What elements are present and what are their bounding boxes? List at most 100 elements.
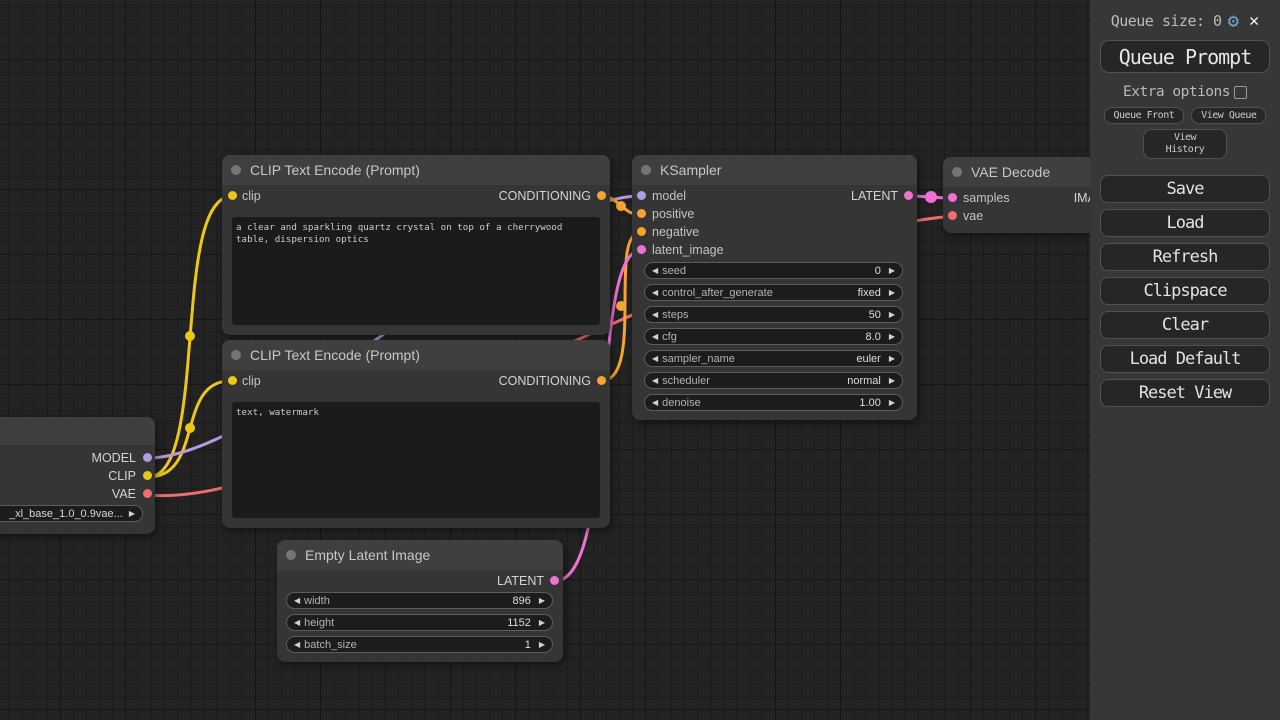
- prompt-textarea[interactable]: text, watermark: [232, 402, 600, 518]
- clip-output-slot[interactable]: [143, 471, 152, 480]
- decrement-arrow-icon[interactable]: ◀: [652, 397, 659, 407]
- scheduler-widget[interactable]: ◀ scheduler normal ▶: [644, 372, 903, 389]
- decrement-arrow-icon[interactable]: ◀: [294, 617, 301, 627]
- link-dot[interactable]: [616, 201, 626, 211]
- seed-widget[interactable]: ◀ seed 0 ▶: [644, 262, 903, 279]
- node-empty-latent-image[interactable]: Empty Latent Image LATENT ◀ width 896 ▶ …: [277, 540, 563, 662]
- decrement-arrow-icon[interactable]: ◀: [652, 353, 659, 363]
- node-title: Empty Latent Image: [305, 547, 431, 563]
- decrement-arrow-icon[interactable]: ◀: [652, 375, 659, 385]
- node-title-bar[interactable]: CLIP Text Encode (Prompt): [222, 155, 610, 185]
- queue-prompt-button[interactable]: Queue Prompt: [1100, 40, 1270, 73]
- clipspace-button[interactable]: Clipspace: [1100, 277, 1270, 305]
- conditioning-output-slot[interactable]: [597, 191, 606, 200]
- node-title: CLIP Text Encode (Prompt): [250, 162, 420, 178]
- sampler-name-widget[interactable]: ◀ sampler_name euler ▶: [644, 350, 903, 367]
- node-load-checkpoint[interactable]: MODEL CLIP VAE _xl_base_1.0_0.9vae... ▶: [0, 417, 155, 534]
- vae-input-slot[interactable]: [948, 211, 957, 220]
- queue-size-label: Queue size: 0: [1110, 12, 1222, 30]
- clip-output-label: CLIP: [108, 469, 136, 483]
- reset-view-button[interactable]: Reset View: [1100, 379, 1270, 407]
- decrement-arrow-icon[interactable]: ◀: [652, 287, 659, 297]
- collapse-dot-icon[interactable]: [286, 550, 296, 560]
- node-title-bar[interactable]: [0, 417, 155, 445]
- increment-arrow-icon[interactable]: ▶: [888, 309, 895, 319]
- comfy-menu: Queue size: 0 ⚙ ✕ Queue Prompt Extra opt…: [1090, 0, 1280, 720]
- increment-arrow-icon[interactable]: ▶: [888, 265, 895, 275]
- node-title: KSampler: [660, 162, 722, 178]
- increment-arrow-icon[interactable]: ▶: [888, 397, 895, 407]
- node-title: CLIP Text Encode (Prompt): [250, 347, 420, 363]
- node-ksampler[interactable]: KSampler model LATENT positive negative …: [632, 155, 917, 420]
- load-default-button[interactable]: Load Default: [1100, 345, 1270, 373]
- clear-button[interactable]: Clear: [1100, 311, 1270, 339]
- width-widget[interactable]: ◀ width 896 ▶: [286, 592, 553, 609]
- conditioning-output-label: CONDITIONING: [498, 189, 591, 203]
- node-title-bar[interactable]: CLIP Text Encode (Prompt): [222, 340, 610, 370]
- negative-input-slot[interactable]: [637, 227, 646, 236]
- batch-size-widget[interactable]: ◀ batch_size 1 ▶: [286, 636, 553, 653]
- node-clip-text-encode-1[interactable]: CLIP Text Encode (Prompt) clip CONDITION…: [222, 155, 610, 335]
- increment-arrow-icon[interactable]: ▶: [888, 353, 895, 363]
- samples-input-slot[interactable]: [948, 193, 957, 202]
- decrement-arrow-icon[interactable]: ◀: [652, 331, 659, 341]
- link-dot[interactable]: [185, 331, 195, 341]
- save-button[interactable]: Save: [1100, 175, 1270, 203]
- positive-input-slot[interactable]: [637, 209, 646, 218]
- node-title: VAE Decode: [971, 164, 1051, 180]
- node-title-bar[interactable]: Empty Latent Image: [277, 540, 563, 570]
- decrement-arrow-icon[interactable]: ◀: [652, 265, 659, 275]
- clip-input-slot[interactable]: [228, 191, 237, 200]
- node-clip-text-encode-2[interactable]: CLIP Text Encode (Prompt) clip CONDITION…: [222, 340, 610, 528]
- model-input-label: model: [652, 189, 687, 203]
- latent-image-input-slot[interactable]: [637, 245, 646, 254]
- latent-output-slot[interactable]: [904, 191, 913, 200]
- latent-output-label: LATENT: [497, 574, 544, 588]
- samples-input-label: samples: [963, 191, 1010, 205]
- collapse-dot-icon[interactable]: [641, 165, 651, 175]
- increment-arrow-icon[interactable]: ▶: [538, 595, 545, 605]
- vae-output-slot[interactable]: [143, 489, 152, 498]
- cfg-widget[interactable]: ◀ cfg 8.0 ▶: [644, 328, 903, 345]
- view-history-button[interactable]: View History: [1143, 129, 1227, 159]
- settings-gear-icon[interactable]: ⚙: [1227, 9, 1240, 32]
- decrement-arrow-icon[interactable]: ◀: [294, 595, 301, 605]
- queue-front-button[interactable]: Queue Front: [1103, 107, 1185, 124]
- height-widget[interactable]: ◀ height 1152 ▶: [286, 614, 553, 631]
- conditioning-output-label: CONDITIONING: [498, 374, 591, 388]
- clip-input-slot[interactable]: [228, 376, 237, 385]
- increment-arrow-icon[interactable]: ▶: [128, 508, 135, 518]
- load-button[interactable]: Load: [1100, 209, 1270, 237]
- ckpt-name-widget[interactable]: _xl_base_1.0_0.9vae... ▶: [0, 505, 143, 522]
- increment-arrow-icon[interactable]: ▶: [888, 287, 895, 297]
- extra-options-checkbox[interactable]: [1234, 85, 1247, 99]
- positive-input-label: positive: [652, 207, 695, 221]
- clip-input-label: clip: [242, 189, 261, 203]
- latent-output-slot[interactable]: [550, 576, 559, 585]
- model-output-label: MODEL: [91, 451, 136, 465]
- refresh-button[interactable]: Refresh: [1100, 243, 1270, 271]
- conditioning-output-slot[interactable]: [597, 376, 606, 385]
- model-output-slot[interactable]: [143, 453, 152, 462]
- increment-arrow-icon[interactable]: ▶: [538, 617, 545, 627]
- increment-arrow-icon[interactable]: ▶: [888, 375, 895, 385]
- view-queue-button[interactable]: View Queue: [1191, 107, 1267, 124]
- close-icon[interactable]: ✕: [1249, 11, 1260, 31]
- control-after-generate-widget[interactable]: ◀ control_after_generate fixed ▶: [644, 284, 903, 301]
- decrement-arrow-icon[interactable]: ◀: [652, 309, 659, 319]
- increment-arrow-icon[interactable]: ▶: [888, 331, 895, 341]
- prompt-textarea[interactable]: a clear and sparkling quartz crystal on …: [232, 217, 600, 325]
- decrement-arrow-icon[interactable]: ◀: [294, 639, 301, 649]
- link-dot[interactable]: [925, 191, 937, 203]
- link-dot[interactable]: [185, 423, 195, 433]
- denoise-widget[interactable]: ◀ denoise 1.00 ▶: [644, 394, 903, 411]
- steps-widget[interactable]: ◀ steps 50 ▶: [644, 306, 903, 323]
- increment-arrow-icon[interactable]: ▶: [538, 639, 545, 649]
- collapse-dot-icon[interactable]: [231, 165, 241, 175]
- collapse-dot-icon[interactable]: [952, 167, 962, 177]
- link-dot[interactable]: [616, 301, 626, 311]
- model-input-slot[interactable]: [637, 191, 646, 200]
- node-title-bar[interactable]: KSampler: [632, 155, 917, 185]
- collapse-dot-icon[interactable]: [231, 350, 241, 360]
